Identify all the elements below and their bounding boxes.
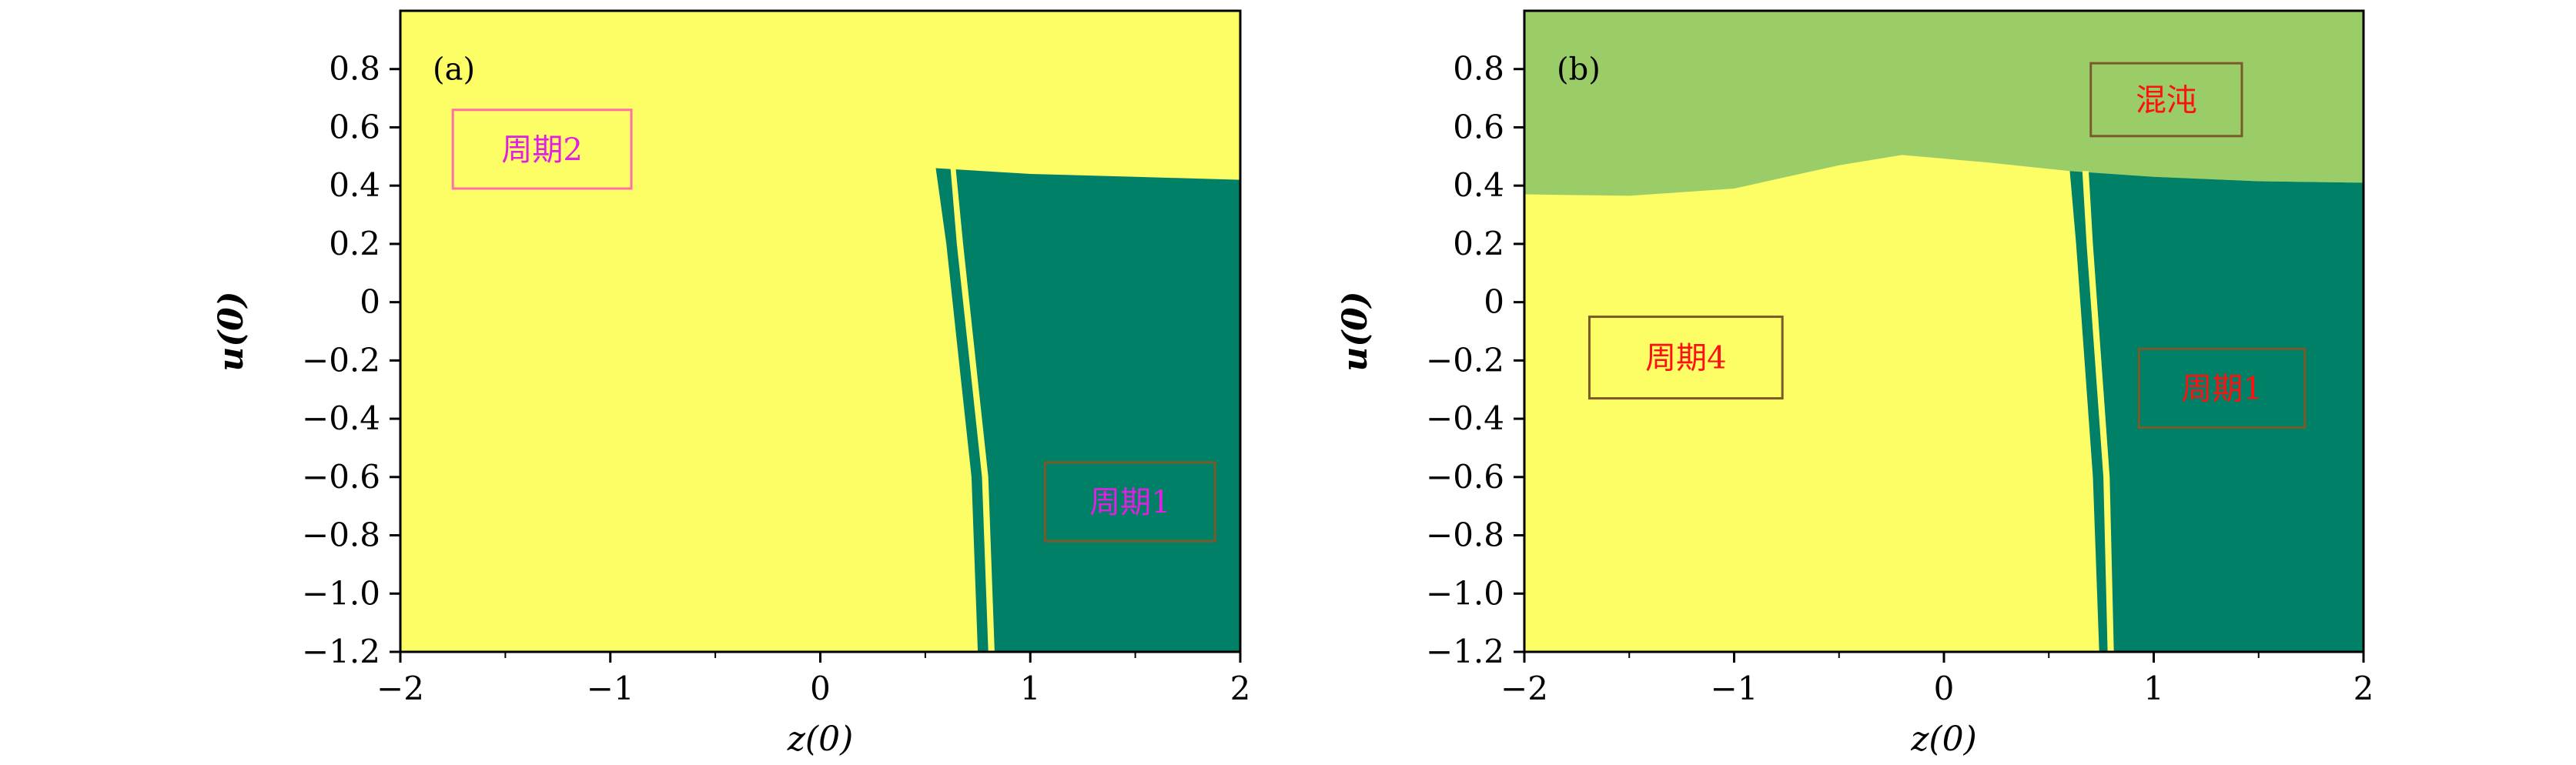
y-tick-label: 0.8 bbox=[329, 50, 380, 88]
x-tick-label: −1 bbox=[587, 670, 634, 707]
x-tick-label: −2 bbox=[376, 670, 424, 707]
annotation-box bbox=[451, 109, 633, 190]
x-tick-label: 2 bbox=[1230, 670, 1251, 707]
panel-a: −2 −1 0 1 2 −1.2 −1.0 −0.8 −0.6 −0.4 −0.2 0 0.2 0.4 0.… bbox=[212, 9, 1251, 759]
annotation-box bbox=[2137, 347, 2307, 429]
y-tick-label: −0.8 bbox=[302, 516, 380, 554]
x-tick-label: 1 bbox=[2143, 670, 2164, 707]
region-teal bbox=[2069, 171, 2364, 653]
panel-b: −2 −1 0 1 2 −1.2 −1.0 −0.8 −0.6 −0.4 −0.2 0 0.2 0.4 0.… bbox=[1336, 9, 2374, 759]
y-tick-label: 0.2 bbox=[1453, 225, 1504, 262]
region-lightgreen bbox=[1524, 11, 2364, 196]
x-tick-label: 0 bbox=[810, 670, 831, 707]
x-tick-label: −1 bbox=[1711, 670, 1758, 707]
y-tick-label: −0.4 bbox=[302, 399, 380, 437]
x-tick-label: 1 bbox=[1020, 670, 1041, 707]
y-tick-label: −0.6 bbox=[302, 458, 380, 496]
y-tick-label: −1.0 bbox=[1426, 574, 1504, 612]
x-tick-label: 2 bbox=[2354, 670, 2374, 707]
y-tick-label: −0.6 bbox=[1426, 458, 1504, 496]
stripe-yellow bbox=[950, 168, 995, 652]
y-tick-label: 0.4 bbox=[1453, 166, 1504, 204]
annotation-box bbox=[1587, 316, 1784, 400]
x-axis-label: z(0) bbox=[787, 720, 854, 759]
annotation-label: 周期1 bbox=[2181, 371, 2262, 406]
annotation-label: 周期2 bbox=[501, 132, 582, 168]
y-tick-label: −1.2 bbox=[1426, 633, 1504, 670]
y-tick-label: 0 bbox=[360, 283, 380, 321]
y-axis-label: u(0) bbox=[212, 291, 251, 371]
y-tick-label: −0.2 bbox=[302, 341, 380, 379]
y-tick-label: 0.6 bbox=[329, 108, 380, 145]
x-axis-label: z(0) bbox=[1910, 720, 1977, 759]
annotation-label: 周期4 bbox=[1645, 341, 1726, 376]
panel-label: (b) bbox=[1557, 52, 1601, 88]
y-axis-label: u(0) bbox=[1336, 291, 1375, 371]
y-tick-label: 0 bbox=[1484, 283, 1504, 321]
panel-label: (a) bbox=[433, 52, 475, 88]
y-tick-label: 0.8 bbox=[1453, 50, 1504, 88]
x-tick-label: −2 bbox=[1500, 670, 1548, 707]
stripe-yellow bbox=[2082, 171, 2114, 653]
y-tick-label: −1.2 bbox=[302, 633, 380, 670]
annotation-box bbox=[1043, 461, 1216, 543]
annotation-box bbox=[2089, 62, 2243, 138]
y-tick-label: 0.6 bbox=[1453, 108, 1504, 145]
y-tick-label: 0.4 bbox=[329, 166, 380, 204]
region-teal bbox=[935, 168, 1240, 652]
x-tick-label: 0 bbox=[1934, 670, 1955, 707]
y-tick-label: −1.0 bbox=[302, 574, 380, 612]
y-tick-label: −0.8 bbox=[1426, 516, 1504, 554]
annotation-label: 周期1 bbox=[1089, 485, 1170, 520]
y-tick-label: −0.2 bbox=[1426, 341, 1504, 379]
annotation-label: 混沌 bbox=[2136, 82, 2197, 118]
y-tick-label: 0.2 bbox=[329, 225, 380, 262]
y-tick-label: −0.4 bbox=[1426, 399, 1504, 437]
